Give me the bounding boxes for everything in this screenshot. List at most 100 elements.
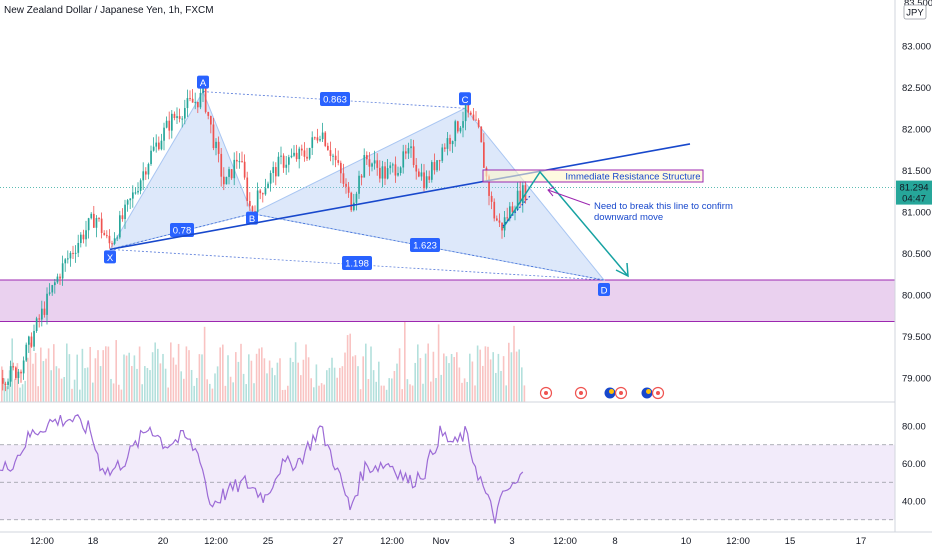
candle-body <box>337 160 340 163</box>
volume-bar <box>339 367 341 402</box>
pattern-point-c[interactable]: C <box>459 92 471 106</box>
candle-body <box>184 108 186 119</box>
candle-body <box>334 155 337 161</box>
pattern-point-label: A <box>200 78 207 89</box>
volume-bar <box>383 385 385 402</box>
ratio-label[interactable]: 0.863 <box>320 92 350 106</box>
volume-bar <box>120 389 123 402</box>
volume-bar <box>367 379 370 402</box>
time-tick-label: 12:00 <box>204 536 228 547</box>
volume-bar <box>492 352 494 402</box>
price-axis[interactable]: 83.500 83.000 82.500 82.000 81.500 81.000 80.5… <box>902 0 932 385</box>
volume-bar <box>300 375 302 402</box>
ratio-label[interactable]: 0.78 <box>170 223 194 237</box>
rsi-axis[interactable]: 80.00 60.00 40.00 <box>902 422 926 508</box>
ratio-label[interactable]: 1.198 <box>342 256 372 270</box>
volume-bar <box>209 383 211 402</box>
harmonic-pattern-lines[interactable]: A X B C D 0.863 0.78 1.623 1.198 <box>104 75 610 297</box>
volume-bar <box>92 382 94 402</box>
candle-body <box>61 263 64 279</box>
volume-bar <box>474 385 476 402</box>
volume-bar <box>370 346 372 402</box>
volume-bar <box>276 362 279 402</box>
candle-body <box>228 169 230 177</box>
candle-body <box>98 218 100 220</box>
demand-zone[interactable] <box>0 279 895 323</box>
candle-body <box>501 222 503 231</box>
candle-body <box>423 172 425 189</box>
pattern-point-x[interactable]: X <box>104 250 116 264</box>
pattern-point-b[interactable]: B <box>246 211 258 226</box>
candle-body <box>152 146 155 151</box>
volume-bar <box>297 362 299 402</box>
volume-bar <box>328 367 331 402</box>
candle-body <box>93 213 95 228</box>
volume-bar <box>380 385 383 402</box>
candle-body <box>457 121 459 132</box>
candle-body <box>345 183 347 187</box>
candle-body <box>233 159 236 179</box>
rsi-tick-label: 40.00 <box>902 497 926 508</box>
currency-badge[interactable] <box>903 4 927 20</box>
volume-bar <box>102 350 104 402</box>
volume-bar <box>352 356 354 402</box>
candle-body <box>379 167 381 179</box>
time-axis[interactable]: 12:00 18 20 12:00 25 27 12:00 Nov 3 12:00 8 10 12:00… <box>30 536 866 547</box>
volume-bar <box>513 325 515 402</box>
volume-bar <box>6 386 8 402</box>
candle-body <box>171 113 173 131</box>
projection-path <box>502 170 629 277</box>
candle-body <box>56 276 59 283</box>
event-icon-dot <box>609 389 614 394</box>
candle-body <box>295 152 298 160</box>
candle-body <box>25 344 28 361</box>
pattern-point-d[interactable]: D <box>598 283 610 297</box>
candle-body <box>431 162 433 180</box>
time-tick-label: 12:00 <box>30 536 54 547</box>
event-icons[interactable] <box>539 386 665 400</box>
volume-bar <box>16 363 19 402</box>
candle-body <box>506 217 509 219</box>
volume-bar <box>388 378 390 402</box>
candle-body <box>20 371 22 374</box>
candle-body <box>59 276 61 279</box>
candle-body <box>212 124 215 149</box>
candle-body <box>74 252 77 254</box>
candle-body <box>54 282 56 286</box>
annotations[interactable]: Immediate Resistance Structure Need to br… <box>109 143 733 278</box>
volume-bar <box>115 340 117 402</box>
candle-body <box>516 190 519 210</box>
price-tick-label: 80.000 <box>902 291 931 302</box>
resistance-trendline[interactable] <box>109 143 691 251</box>
candle-body <box>449 138 451 145</box>
candle-body <box>103 232 106 236</box>
volume-bar <box>58 368 60 402</box>
candle-body <box>43 308 46 315</box>
candle-body <box>412 146 415 165</box>
volume-bar <box>40 347 42 402</box>
time-tick-label: Nov <box>433 536 450 547</box>
price-tick-label: 79.500 <box>902 332 931 343</box>
volume-bar <box>24 380 26 402</box>
volume-bar <box>489 359 492 402</box>
volume-bar <box>133 355 136 402</box>
volume-bar <box>346 335 349 402</box>
volume-bar <box>487 346 489 402</box>
event-icon-dot <box>579 391 583 395</box>
pattern-point-a[interactable]: A <box>197 75 209 90</box>
volume-bar <box>518 349 520 402</box>
rsi-pane[interactable] <box>0 414 895 524</box>
volume-bar <box>222 344 224 402</box>
volume-bar <box>172 357 175 402</box>
demand-zone-box[interactable] <box>0 280 895 322</box>
candle-body <box>402 151 405 168</box>
resistance-structure-box[interactable]: Immediate Resistance Structure <box>482 169 704 183</box>
volume-bar <box>521 367 523 402</box>
candle-body <box>386 168 389 179</box>
ratio-label[interactable]: 1.623 <box>410 238 440 252</box>
volume-bar <box>45 358 47 402</box>
candle-body <box>272 167 275 174</box>
candle-body <box>373 160 376 164</box>
candle-body <box>280 155 282 157</box>
